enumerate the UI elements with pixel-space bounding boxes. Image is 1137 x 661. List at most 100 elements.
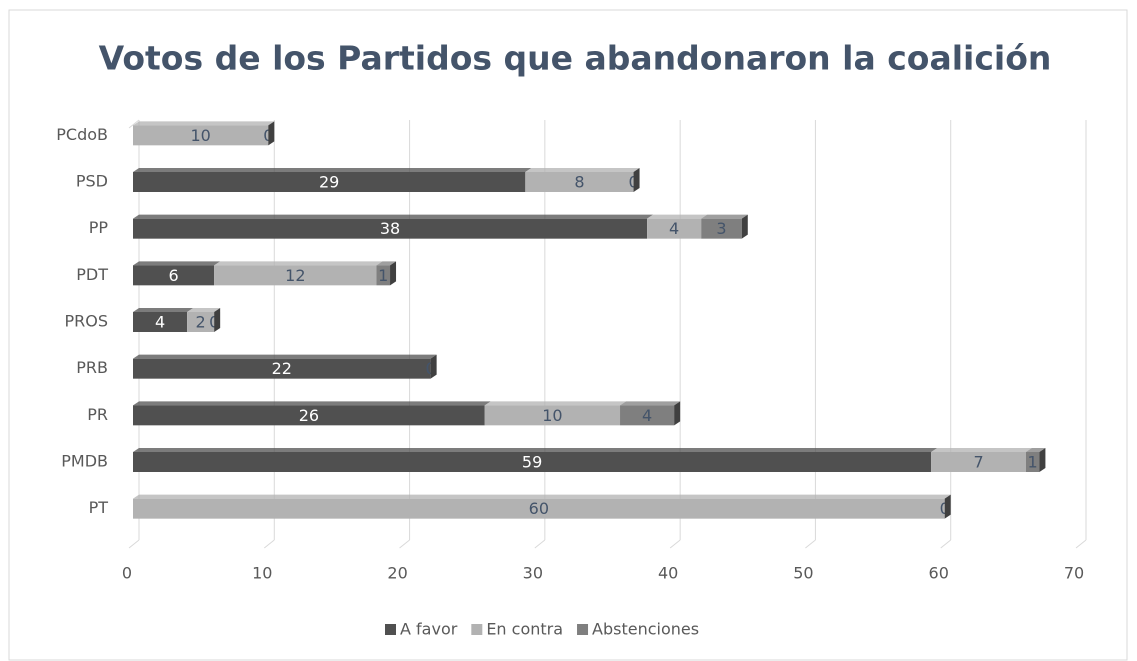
bar-segment	[376, 261, 397, 286]
bar-front	[133, 452, 932, 472]
bar-top	[214, 261, 383, 266]
chart-title: Votos de los Partidos que abandonaron la…	[99, 39, 1052, 78]
bar-segment	[133, 401, 491, 426]
grid-line-floor	[1075, 539, 1087, 549]
bar-front	[133, 405, 485, 426]
legend-label: Abstenciones	[592, 620, 699, 639]
data-label: 4	[669, 219, 679, 238]
bar-segment	[484, 401, 627, 426]
x-tick-label: 0	[122, 564, 132, 583]
y-tick-label: PT	[89, 498, 109, 517]
bar-top	[133, 168, 532, 172]
bar-front	[133, 218, 648, 239]
bar-segment	[133, 214, 654, 239]
bar-front	[133, 265, 215, 286]
bar-front	[931, 452, 1026, 472]
y-tick-label: PSD	[76, 172, 108, 191]
data-label: 2	[196, 313, 206, 332]
x-tick-label: 10	[252, 564, 272, 583]
bar-end	[741, 214, 748, 239]
plot-area: 010203040506070PCdoB0100PSD2980PP3843PDT…	[56, 119, 1087, 639]
bar-segment	[133, 261, 221, 286]
bar-end	[390, 261, 397, 286]
grid-line-floor	[805, 539, 816, 549]
bar-front	[133, 125, 269, 146]
bar-top	[701, 214, 748, 219]
bar-top	[525, 168, 640, 172]
bar-front	[701, 218, 742, 239]
data-label: 10	[190, 126, 210, 145]
bar-top	[931, 448, 1032, 452]
data-label: 59	[522, 453, 542, 472]
y-tick-label: PDT	[76, 265, 108, 284]
data-label: 38	[380, 219, 400, 238]
bar-front	[484, 405, 621, 426]
bar-end	[214, 308, 221, 332]
bar-top	[376, 261, 397, 266]
legend-swatch	[577, 624, 589, 635]
grid-line-floor	[128, 539, 140, 549]
x-tick-label: 60	[929, 564, 949, 583]
legend-label: En contra	[486, 620, 563, 639]
data-label: 60	[529, 499, 549, 518]
data-label: 8	[574, 173, 584, 192]
bar-segment	[133, 354, 437, 379]
bar-end	[430, 354, 437, 379]
bar-top	[133, 214, 654, 219]
data-label: 3	[716, 219, 726, 238]
data-label: 26	[299, 406, 319, 425]
data-label: 4	[642, 406, 652, 425]
legend-swatch	[385, 624, 396, 635]
bar-segment	[1025, 448, 1046, 472]
bar-segment	[133, 121, 275, 146]
bar-segment	[701, 214, 748, 239]
bar-top	[133, 261, 221, 266]
bar-end	[268, 121, 275, 146]
bar-top	[133, 494, 951, 499]
bar-segment	[133, 308, 194, 332]
data-label: 22	[272, 359, 292, 378]
data-label: 6	[168, 266, 178, 285]
bar-front	[214, 265, 377, 286]
bar-front	[1025, 452, 1040, 472]
bar-top	[133, 401, 491, 406]
bar-segment	[133, 494, 951, 519]
grid-line-floor	[399, 539, 410, 549]
legend-swatch	[471, 624, 483, 635]
data-label: 7	[973, 453, 983, 472]
x-tick-label: 30	[523, 564, 543, 583]
grid-line-floor	[940, 539, 952, 549]
grid-line-floor	[669, 539, 681, 549]
y-tick-label: PRB	[76, 358, 108, 377]
bar-top	[187, 308, 221, 312]
bar-segment	[133, 448, 938, 472]
bar-segment	[214, 261, 383, 286]
grid-line-floor	[534, 539, 546, 549]
bar-front	[376, 265, 391, 286]
data-label: 10	[542, 406, 562, 425]
bar-top	[133, 121, 275, 126]
bar-front	[133, 498, 945, 519]
bar-end	[1039, 448, 1046, 472]
data-label: 1	[1028, 453, 1038, 472]
data-label: 29	[319, 173, 339, 192]
data-label: 4	[155, 313, 165, 332]
bar-front	[133, 312, 188, 332]
bar-top	[133, 354, 437, 359]
bar-top	[484, 401, 627, 406]
bar-front	[620, 405, 675, 426]
bar-front	[525, 172, 634, 192]
y-tick-label: PP	[89, 218, 109, 237]
bar-segment	[133, 168, 532, 192]
chart-border	[8, 9, 1128, 661]
bar-end	[674, 401, 681, 426]
x-tick-label: 20	[387, 564, 407, 583]
bar-top	[647, 214, 708, 219]
axis-floor	[128, 119, 140, 129]
y-tick-label: PR	[87, 405, 108, 424]
bar-segment	[187, 308, 221, 332]
bar-top	[133, 308, 194, 312]
bar-front	[133, 358, 431, 379]
bar-segment	[620, 401, 681, 426]
bar-front	[187, 312, 215, 332]
